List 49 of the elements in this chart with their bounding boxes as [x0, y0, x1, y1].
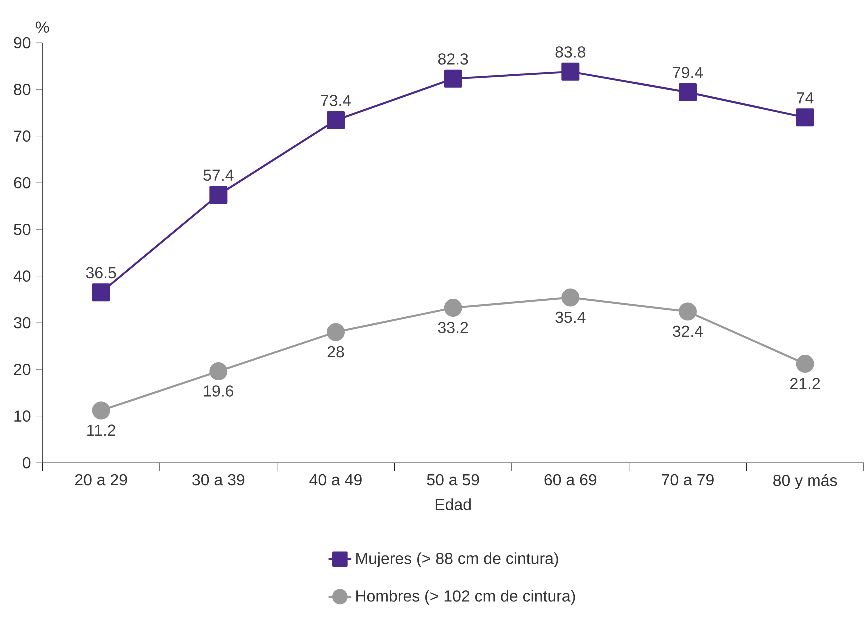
data-label: 32.4 [673, 326, 704, 338]
point [444, 299, 462, 318]
point [796, 355, 814, 374]
y-tick-label: 40 [14, 270, 31, 282]
data-label: 82.3 [438, 54, 468, 65]
y-tick-label: 0 [23, 457, 31, 469]
point [210, 362, 228, 381]
point [678, 302, 697, 321]
data-label: 35.4 [556, 312, 586, 324]
y-tick-label: 90 [14, 37, 31, 49]
legend-label: Hombres (> 102 cm de cintura) [356, 590, 576, 606]
y-tick-label: 30 [14, 317, 31, 329]
data-label: 19.6 [204, 386, 234, 397]
x-tick-label: 60 a 69 [544, 474, 597, 486]
y-tick-label: 70 [14, 130, 31, 142]
point [210, 186, 228, 204]
point [92, 284, 110, 302]
point [327, 111, 345, 130]
point [327, 323, 345, 342]
point [562, 288, 580, 307]
data-label: 11.2 [88, 424, 116, 436]
x-tick-label: 20 a 29 [75, 474, 128, 486]
x-tick-label: 30 a 39 [192, 474, 245, 486]
point [678, 83, 697, 102]
y-tick-label: 20 [14, 364, 31, 376]
data-label: 73.4 [321, 95, 352, 106]
x-tick-label: 40 a 49 [310, 474, 362, 486]
legend-label: Mujeres (> 88 cm de cintura) [356, 552, 558, 568]
data-label: 74 [797, 92, 814, 104]
x-tick-label: 70 a 79 [662, 474, 714, 486]
data-label: 57.4 [204, 170, 234, 182]
data-label: 79.4 [673, 67, 704, 78]
y-tick-label: 10 [14, 410, 31, 422]
y-tick-label: 80 [14, 84, 31, 96]
point [92, 402, 110, 420]
y-tick-label: 60 [14, 177, 31, 189]
point [562, 62, 580, 81]
point [796, 108, 814, 127]
data-label: 28 [328, 346, 344, 358]
data-label: 83.8 [556, 46, 586, 58]
data-label: 21.2 [790, 378, 820, 390]
y-tick-label: 50 [14, 224, 31, 236]
x-tick-label: 80 y más [774, 474, 838, 490]
point [444, 70, 462, 88]
data-label: 33.2 [438, 322, 468, 334]
data-label: 36.5 [86, 267, 116, 279]
y-axis-title: % [36, 22, 50, 33]
x-tick-label: 50 a 59 [427, 474, 480, 486]
x-axis-title: Edad [436, 498, 471, 510]
